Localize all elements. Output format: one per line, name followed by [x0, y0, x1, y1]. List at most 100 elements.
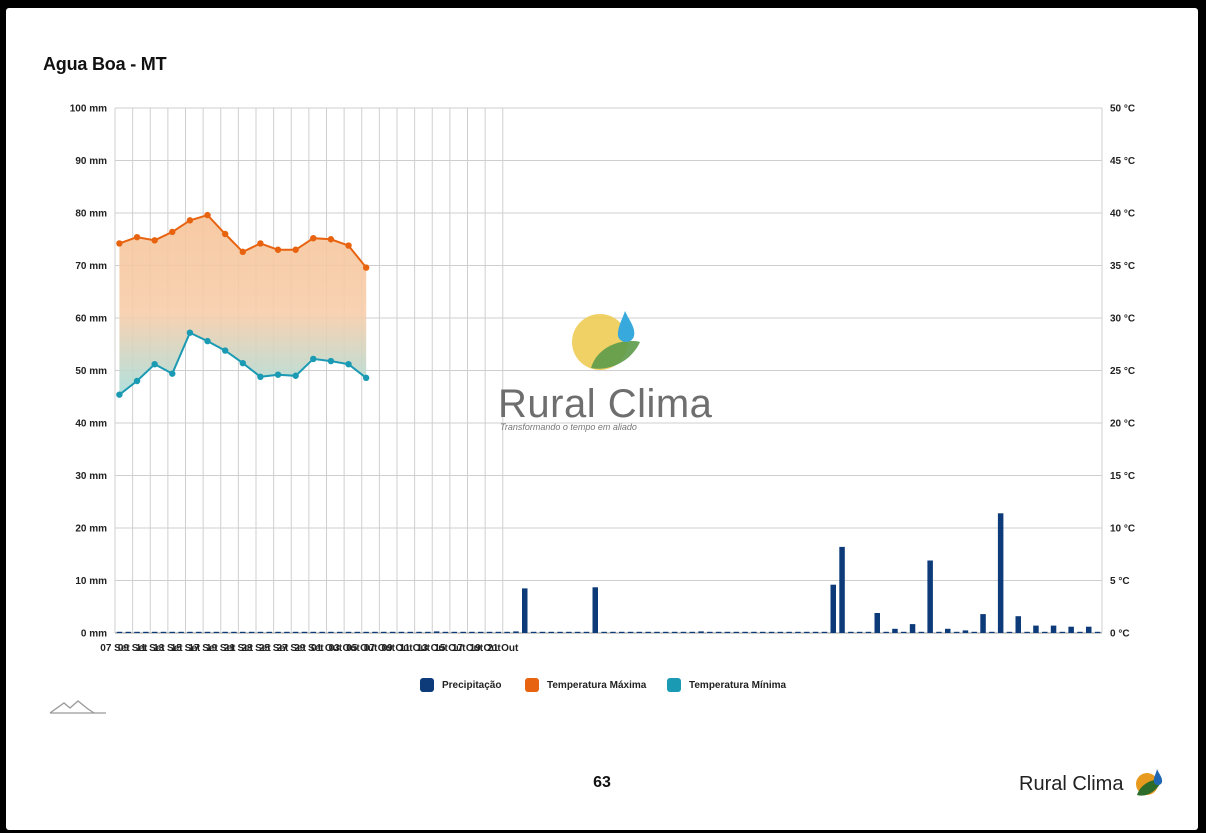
precipitation-bar — [856, 631, 863, 633]
temperature-maxima-point — [257, 240, 264, 247]
precipitation-bar — [768, 631, 775, 633]
x-tick-label: 15 Set — [171, 643, 201, 654]
x-tick-label: 19 Out — [470, 643, 502, 654]
precipitation-bar — [1042, 631, 1048, 633]
y-left-tick-label: 10 mm — [75, 576, 107, 587]
precipitation-bar — [539, 631, 546, 633]
x-tick-label: 21 Set — [224, 643, 254, 654]
temperature-maxima-point — [221, 230, 229, 238]
precipitation-bar — [751, 631, 757, 633]
y-left-tick-label: 50 mm — [75, 366, 107, 377]
watermark-tagline: Transformando o tempo em aliado — [500, 422, 637, 432]
legend-item-precipitacao[interactable]: Precipitação — [420, 678, 501, 692]
legend-item-temperatura-minima[interactable]: Temperatura Mínima — [667, 678, 786, 692]
temperature-minima-point — [116, 391, 123, 398]
x-tick-label: 07 Out — [364, 643, 396, 654]
precipitation-bar — [160, 631, 167, 633]
temperature-maxima-point — [116, 240, 123, 247]
temperature-maxima-point — [151, 237, 158, 244]
precipitation-bar — [266, 631, 272, 633]
precipitation-bar — [698, 631, 704, 633]
legend-item-temperatura-maxima[interactable]: Temperatura Máxima — [525, 678, 646, 692]
precipitation-bar — [319, 631, 325, 633]
legend-label: Temperatura Máxima — [547, 679, 647, 691]
precipitation-bars — [116, 513, 1101, 633]
temperature-minima-point — [362, 374, 370, 382]
legend-label: Temperatura Mínima — [689, 679, 787, 691]
precipitation-bar — [292, 631, 299, 633]
precipitation-bar — [707, 631, 713, 633]
precipitation-bar — [381, 631, 387, 633]
precipitation-bar — [231, 631, 237, 633]
x-tick-label: 05 Out — [346, 643, 378, 654]
chart-title: Agua Boa - MT — [43, 54, 167, 74]
precipitation-bar — [874, 613, 880, 633]
precipitation-bar — [971, 631, 977, 633]
precipitation-bar — [222, 631, 228, 633]
precipitation-bar — [830, 584, 836, 633]
precipitation-bar — [116, 631, 123, 633]
precipitation-bar — [997, 513, 1004, 633]
precipitation-bar — [680, 631, 687, 633]
precipitation-bar — [425, 631, 431, 633]
temperature-band — [119, 215, 367, 395]
y-right-tick-label: 0 °C — [1110, 629, 1130, 640]
precipitation-bar — [601, 631, 607, 633]
temperature-minima-point — [310, 355, 317, 363]
page-number: 63 — [593, 774, 611, 791]
precipitation-bar — [804, 631, 810, 633]
temperature-maxima-point — [362, 264, 370, 271]
x-tick-label: 21 Out — [487, 643, 519, 654]
x-tick-label: 29 Set — [294, 643, 324, 654]
precipitation-bar — [248, 631, 255, 633]
precipitation-bar — [927, 560, 933, 633]
precipitation-bar — [125, 631, 131, 633]
temperature-minima-point — [239, 359, 246, 367]
x-tick-label: 11 Set — [136, 643, 166, 654]
precipitation-bar — [389, 631, 396, 633]
y-left-tick-label: 70 mm — [75, 261, 107, 272]
temperature-minima-point — [221, 347, 229, 354]
precipitation-bar — [865, 631, 872, 633]
x-tick-label: 09 Out — [381, 643, 413, 654]
precipitation-bar — [1068, 626, 1074, 633]
precipitation-bar — [407, 631, 413, 633]
precipitation-bar — [187, 631, 193, 633]
report-page: Agua Boa - MT 0 mm 0 °C 10 mm 5 °C 20 mm 10 °… — [6, 8, 1198, 830]
temperature-maxima-point — [169, 228, 176, 236]
y-left-tick-label: 90 mm — [75, 156, 107, 167]
y-left-tick-label: 100 mm — [70, 104, 107, 115]
precipitation-bar — [733, 631, 739, 633]
precipitation-bar — [848, 631, 854, 633]
y-right-tick-label: 25 °C — [1110, 366, 1135, 377]
precipitation-bar — [645, 631, 651, 633]
precipitation-bar — [328, 631, 334, 633]
precipitation-bar — [451, 631, 457, 633]
temperature-maxima-point — [310, 235, 317, 242]
y-right-tick-label: 15 °C — [1110, 471, 1135, 482]
temperature-maxima-point — [204, 211, 211, 219]
y-right-tick-label: 40 °C — [1110, 209, 1135, 220]
temperature-minima-point — [345, 361, 352, 368]
y-right-tick-label: 10 °C — [1110, 524, 1135, 535]
legend-swatch — [420, 678, 434, 692]
legend-swatch — [667, 678, 681, 692]
precipitation-bar — [557, 631, 563, 633]
precipitation-bar — [1077, 631, 1083, 633]
y-right-tick-label: 35 °C — [1110, 261, 1135, 272]
precipitation-bar — [240, 631, 246, 633]
temperature-lines — [116, 211, 370, 398]
precipitation-bar — [1024, 631, 1030, 633]
temperature-maxima-point — [274, 246, 282, 253]
x-tick-label: 23 Set — [241, 643, 271, 654]
y-left-tick-label: 30 mm — [75, 471, 107, 482]
precipitation-bar — [610, 631, 616, 633]
precipitation-bar — [151, 631, 158, 633]
precipitation-bar — [301, 631, 308, 633]
y-left-tick-label: 40 mm — [75, 419, 107, 430]
precipitation-bar — [689, 631, 695, 633]
precipitation-bar — [901, 631, 907, 633]
precipitation-bar — [1059, 631, 1066, 633]
precipitation-bar — [821, 631, 828, 633]
x-tick-label: 11 Out — [399, 643, 430, 654]
